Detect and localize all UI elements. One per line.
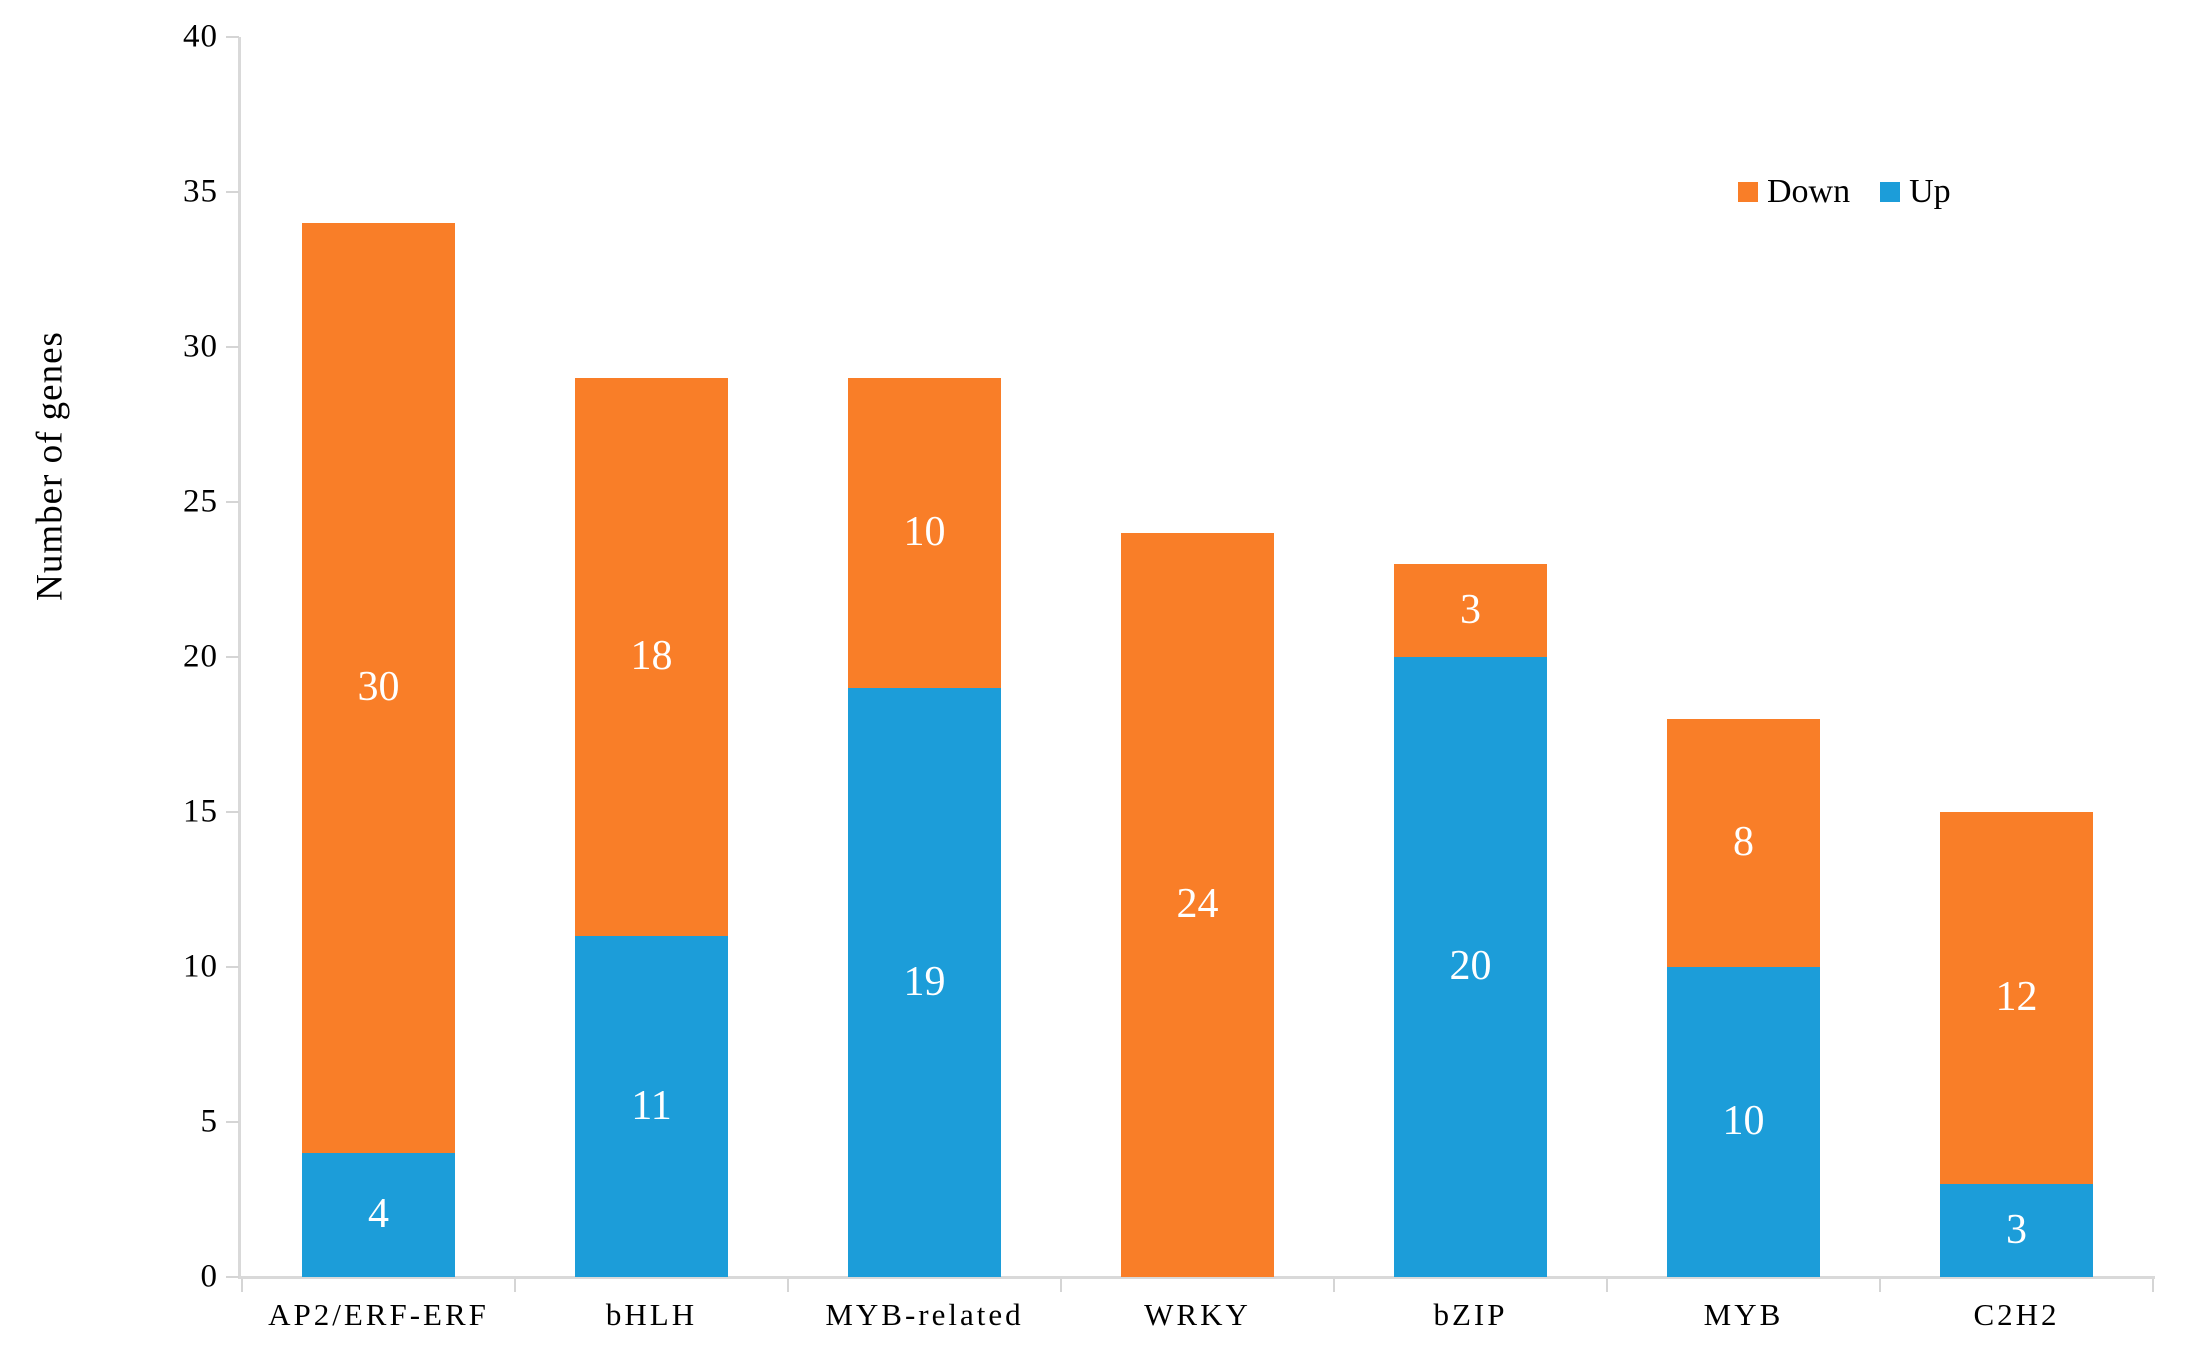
x-axis-line <box>238 1276 2155 1279</box>
bar-segment-down <box>1394 564 1547 657</box>
y-axis-tick <box>226 966 239 968</box>
y-tick-label: 0 <box>200 1258 218 1295</box>
legend: Down Up <box>1738 175 1951 209</box>
legend-item-up: Up <box>1880 175 1951 209</box>
x-axis-tick <box>787 1279 789 1292</box>
x-category-label: bHLH <box>605 1297 698 1332</box>
bar-segment-up <box>1940 1184 2093 1277</box>
bar-segment-down <box>1940 812 2093 1184</box>
y-axis-tick <box>226 1276 239 1278</box>
bar-segment-down <box>848 378 1001 688</box>
y-tick-label: 30 <box>183 328 218 365</box>
y-axis-tick <box>226 36 239 38</box>
y-tick-label: 40 <box>183 18 218 55</box>
data-label-up: 20 <box>1449 943 1492 990</box>
y-tick-label: 5 <box>200 1103 218 1140</box>
x-category-label: MYB <box>1703 1297 1784 1332</box>
y-axis-tick <box>226 191 239 193</box>
data-label-down: 8 <box>1733 819 1754 866</box>
data-label-up: 10 <box>1722 1098 1765 1145</box>
bar-segment-down <box>1667 719 1820 967</box>
x-axis-tick <box>1060 1279 1062 1292</box>
y-axis-line <box>238 37 241 1279</box>
data-label-down: 10 <box>903 509 946 556</box>
x-category-label: bZIP <box>1433 1297 1508 1332</box>
legend-label-down: Down <box>1767 173 1851 210</box>
x-axis-tick <box>1333 1279 1335 1292</box>
data-label-down: 30 <box>357 664 400 711</box>
x-axis-tick <box>1879 1279 1881 1292</box>
y-tick-label: 35 <box>183 173 218 210</box>
y-tick-label: 25 <box>183 483 218 520</box>
legend-label-up: Up <box>1909 173 1951 210</box>
y-axis-tick <box>226 656 239 658</box>
x-axis-tick <box>1606 1279 1608 1292</box>
legend-swatch-down-icon <box>1738 182 1758 202</box>
data-label-up: 19 <box>903 958 946 1005</box>
y-axis-tick <box>226 346 239 348</box>
legend-item-down: Down <box>1738 175 1850 209</box>
x-axis-tick <box>241 1279 243 1292</box>
x-category-label: C2H2 <box>1973 1297 2060 1332</box>
bar-segment-up <box>1667 967 1820 1277</box>
x-category-label: WRKY <box>1144 1297 1251 1332</box>
bar-segment-up <box>302 1153 455 1277</box>
x-category-label: MYB-related <box>825 1297 1024 1332</box>
data-label-down: 3 <box>1460 586 1481 633</box>
data-label-down: 12 <box>1995 974 2038 1021</box>
legend-swatch-up-icon <box>1880 182 1901 202</box>
x-axis-tick <box>2152 1279 2154 1292</box>
y-tick-label: 15 <box>183 793 218 830</box>
bar-segment-up <box>848 688 1001 1277</box>
y-axis-title: Number of genes <box>29 331 71 601</box>
bar-segment-down <box>302 223 455 1153</box>
x-category-label: AP2/ERF-ERF <box>268 1297 489 1332</box>
bar-segment-down <box>575 378 728 936</box>
y-axis-tick <box>226 1121 239 1123</box>
y-tick-label: 10 <box>183 948 218 985</box>
data-label-up: 11 <box>631 1082 672 1129</box>
y-tick-label: 20 <box>183 638 218 675</box>
x-axis-tick <box>514 1279 516 1292</box>
data-label-up: 4 <box>368 1191 389 1238</box>
data-label-up: 3 <box>2006 1206 2027 1253</box>
data-label-down: 18 <box>630 633 673 680</box>
bar-segment-up <box>575 936 728 1277</box>
y-axis-tick <box>226 811 239 813</box>
bar-segment-down <box>1121 533 1274 1277</box>
data-label-down: 24 <box>1176 881 1219 928</box>
bar-segment-up <box>1394 657 1547 1277</box>
y-axis-tick <box>226 501 239 503</box>
